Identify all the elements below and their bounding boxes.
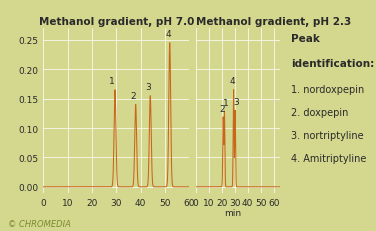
- Text: 1: 1: [109, 77, 115, 86]
- Text: 4: 4: [166, 30, 171, 39]
- Text: 3. nortriptyline: 3. nortriptyline: [291, 131, 364, 140]
- Text: 2: 2: [219, 104, 225, 113]
- Text: 4: 4: [229, 77, 235, 86]
- Text: 2. doxpepin: 2. doxpepin: [291, 108, 348, 118]
- Text: 2: 2: [130, 91, 136, 100]
- Text: 3: 3: [233, 97, 239, 106]
- Text: 1: 1: [223, 98, 228, 107]
- Title: Methanol gradient, pH 7.0: Methanol gradient, pH 7.0: [38, 17, 194, 27]
- Text: Peak: Peak: [291, 34, 320, 44]
- Text: 1. nordoxpepin: 1. nordoxpepin: [291, 85, 364, 95]
- Text: 3: 3: [146, 83, 151, 91]
- Text: 4. Amitriptyline: 4. Amitriptyline: [291, 154, 366, 164]
- Text: min: min: [224, 208, 241, 217]
- Text: identification:: identification:: [291, 58, 374, 68]
- Text: Methanol gradient, pH 2.3: Methanol gradient, pH 2.3: [196, 17, 351, 27]
- Text: © CHROMEDIA: © CHROMEDIA: [8, 219, 70, 228]
